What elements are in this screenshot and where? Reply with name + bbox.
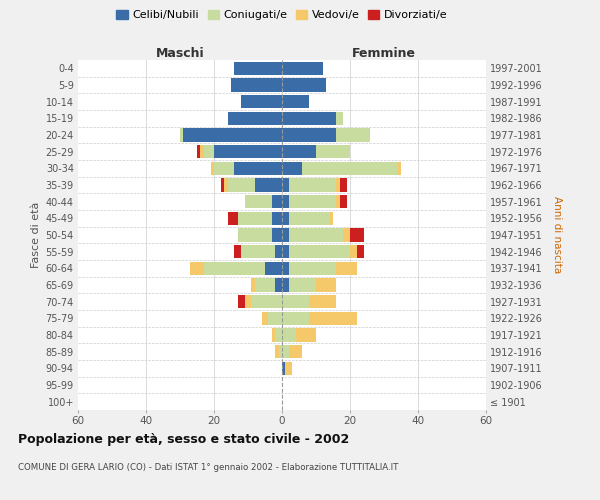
Y-axis label: Anni di nascita: Anni di nascita (553, 196, 562, 274)
Bar (282, 162, 302, 175)
Bar (231, 78, 282, 92)
Y-axis label: Fasce di età: Fasce di età (31, 202, 41, 268)
Bar (289, 195, 337, 208)
Bar (398, 162, 401, 175)
Bar (275, 278, 282, 291)
Bar (204, 145, 214, 158)
Bar (255, 278, 275, 291)
Bar (227, 212, 238, 225)
Bar (282, 312, 309, 325)
Bar (255, 178, 282, 192)
Bar (337, 112, 343, 125)
Bar (343, 228, 350, 241)
Bar (340, 178, 347, 192)
Bar (282, 128, 337, 141)
Bar (227, 112, 282, 125)
Bar (282, 328, 296, 342)
Legend: Celibi/Nubili, Coniugati/e, Vedovi/e, Divorziati/e: Celibi/Nubili, Coniugati/e, Vedovi/e, Di… (116, 10, 448, 20)
Bar (238, 295, 245, 308)
Bar (282, 345, 289, 358)
Bar (289, 345, 302, 358)
Bar (302, 162, 398, 175)
Bar (180, 128, 184, 141)
Bar (275, 345, 278, 358)
Bar (282, 262, 289, 275)
Bar (337, 178, 340, 192)
Bar (200, 145, 204, 158)
Bar (278, 345, 282, 358)
Bar (282, 228, 289, 241)
Bar (282, 195, 289, 208)
Bar (241, 95, 282, 108)
Bar (357, 245, 364, 258)
Bar (221, 178, 224, 192)
Bar (275, 328, 282, 342)
Bar (289, 262, 337, 275)
Bar (235, 245, 241, 258)
Bar (251, 295, 282, 308)
Bar (211, 162, 214, 175)
Bar (184, 128, 282, 141)
Bar (316, 278, 337, 291)
Bar (197, 145, 200, 158)
Bar (289, 178, 337, 192)
Bar (282, 78, 326, 92)
Bar (282, 212, 289, 225)
Bar (282, 245, 289, 258)
Bar (241, 245, 275, 258)
Bar (262, 312, 268, 325)
Bar (245, 195, 272, 208)
Bar (214, 162, 235, 175)
Text: Maschi: Maschi (155, 47, 205, 60)
Bar (235, 62, 282, 75)
Bar (238, 212, 272, 225)
Bar (329, 212, 333, 225)
Bar (282, 95, 309, 108)
Bar (289, 245, 350, 258)
Bar (268, 312, 282, 325)
Bar (245, 295, 251, 308)
Text: Femmine: Femmine (352, 47, 416, 60)
Bar (204, 262, 265, 275)
Bar (350, 228, 364, 241)
Bar (286, 362, 292, 375)
Bar (251, 278, 255, 291)
Bar (275, 245, 282, 258)
Bar (350, 245, 357, 258)
Bar (337, 195, 340, 208)
Bar (289, 278, 316, 291)
Bar (227, 178, 255, 192)
Bar (282, 145, 316, 158)
Bar (289, 212, 329, 225)
Bar (265, 262, 282, 275)
Bar (282, 112, 337, 125)
Bar (309, 295, 337, 308)
Bar (289, 228, 343, 241)
Bar (282, 295, 309, 308)
Bar (272, 212, 282, 225)
Bar (316, 145, 350, 158)
Bar (309, 312, 357, 325)
Bar (337, 262, 357, 275)
Bar (272, 228, 282, 241)
Bar (238, 228, 272, 241)
Bar (282, 178, 289, 192)
Bar (235, 162, 282, 175)
Text: Popolazione per età, sesso e stato civile - 2002: Popolazione per età, sesso e stato civil… (18, 432, 349, 446)
Bar (296, 328, 316, 342)
Bar (282, 278, 289, 291)
Bar (272, 195, 282, 208)
Text: COMUNE DI GERA LARIO (CO) - Dati ISTAT 1° gennaio 2002 - Elaborazione TUTTITALIA: COMUNE DI GERA LARIO (CO) - Dati ISTAT 1… (18, 462, 398, 471)
Bar (224, 178, 227, 192)
Bar (340, 195, 347, 208)
Bar (282, 62, 323, 75)
Bar (214, 145, 282, 158)
Bar (337, 128, 370, 141)
Bar (190, 262, 204, 275)
Bar (282, 362, 286, 375)
Bar (272, 328, 275, 342)
